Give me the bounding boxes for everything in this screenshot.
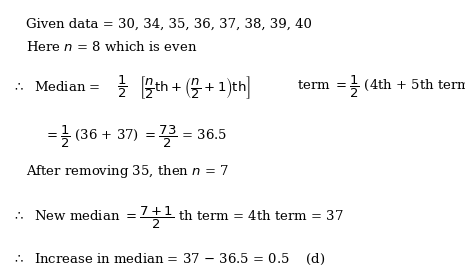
Text: Here $n$ = 8 which is even: Here $n$ = 8 which is even (26, 40, 197, 54)
Text: $= \dfrac{1}{2}$ (36 + 37) $= \dfrac{73}{2}$ = 36.5: $= \dfrac{1}{2}$ (36 + 37) $= \dfrac{73}… (44, 124, 227, 150)
Text: After removing 35, then $n$ = 7: After removing 35, then $n$ = 7 (26, 163, 229, 180)
Text: term $= \dfrac{1}{2}$ (4th + 5th term): term $= \dfrac{1}{2}$ (4th + 5th term) (297, 74, 465, 100)
Text: $\therefore$  Median =: $\therefore$ Median = (12, 80, 101, 94)
Text: Given data = 30, 34, 35, 36, 37, 38, 39, 40: Given data = 30, 34, 35, 36, 37, 38, 39,… (26, 18, 312, 31)
Text: $\therefore$  Increase in median = 37 $-$ 36.5 = 0.5    (d): $\therefore$ Increase in median = 37 $-$… (12, 252, 325, 266)
Text: $\left[\dfrac{n}{2}\mathrm{th}+\left(\dfrac{n}{2}+1\right)\mathrm{th}\right]$: $\left[\dfrac{n}{2}\mathrm{th}+\left(\df… (139, 74, 251, 101)
Text: $\therefore$  New median $=\dfrac{7+1}{2}$ th term = 4th term = 37: $\therefore$ New median $=\dfrac{7+1}{2}… (12, 204, 343, 230)
Text: $\dfrac{1}{2}$: $\dfrac{1}{2}$ (117, 74, 127, 100)
